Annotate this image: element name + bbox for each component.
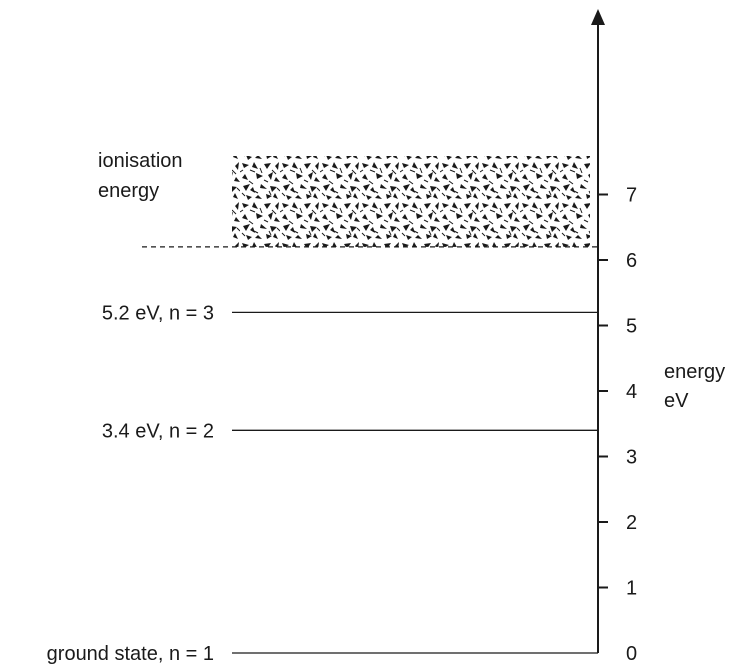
axis-tick-label-2: 2 [626,512,637,534]
ionisation-label-line1: ionisation [98,150,183,172]
ionisation-band [232,156,590,247]
axis-tick-label-4: 4 [626,381,637,403]
level-n3-label: 5.2 eV, n = 3 [102,302,214,324]
level-n2-label: 3.4 eV, n = 2 [102,420,214,442]
axis-ticks: 0 1 2 3 4 5 6 7 [598,185,637,665]
axis-label-line2: eV [664,390,689,412]
ground-state-label: ground state, n = 1 [47,643,214,665]
axis-tick-label-0: 0 [626,643,637,665]
axis-tick-label-5: 5 [626,316,637,338]
energy-levels: ground state, n = 1 3.4 eV, n = 2 5.2 eV… [47,302,598,665]
ionisation-label-line2: energy [98,180,159,202]
axis-tick-label-6: 6 [626,250,637,272]
axis-tick-label-1: 1 [626,578,637,600]
axis-tick-label-3: 3 [626,447,637,469]
energy-axis-arrowhead [591,9,605,25]
axis-tick-label-7: 7 [626,185,637,207]
axis-label-line1: energy [664,361,725,383]
